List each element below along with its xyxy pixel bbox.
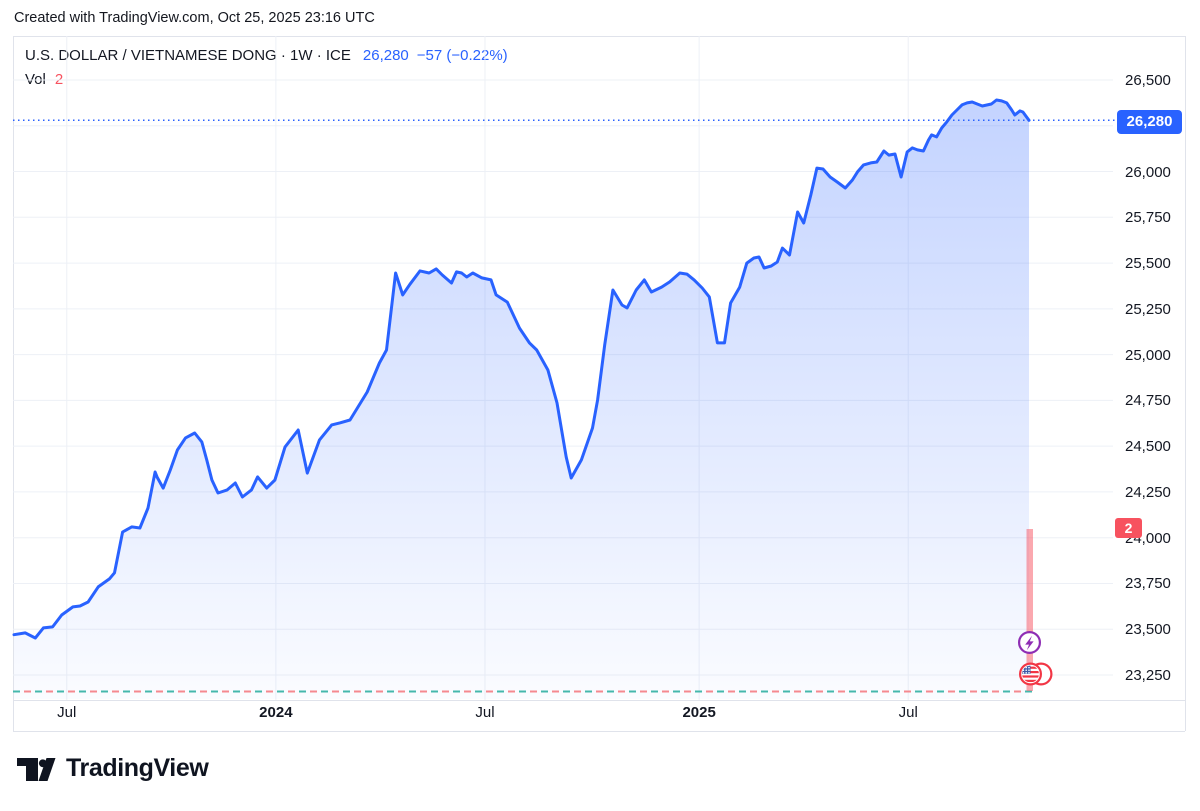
last-price-badge: 26,280 bbox=[1117, 110, 1182, 134]
pane-separator-bottom bbox=[13, 700, 1185, 701]
volume-bar bbox=[1026, 529, 1033, 691]
price-tick-label: 25,250 bbox=[1125, 300, 1171, 318]
price-line bbox=[12, 98, 1031, 640]
price-tick-label: 23,500 bbox=[1125, 621, 1171, 639]
legend-last-price: 26,280 bbox=[362, 47, 409, 64]
lightning-event-icon[interactable] bbox=[1016, 629, 1043, 656]
symbol-title[interactable]: U.S. DOLLAR / VIETNAMESE DONG · 1W · ICE bbox=[25, 47, 351, 64]
created-with-caption: Created with TradingView.com, Oct 25, 20… bbox=[14, 10, 375, 26]
time-tick-label: Jul bbox=[57, 704, 77, 721]
tradingview-logo[interactable]: TradingView bbox=[17, 754, 209, 783]
price-tick-label: 23,750 bbox=[1125, 575, 1171, 593]
time-tick-label: Jul bbox=[898, 704, 918, 721]
price-tick-label: 24,500 bbox=[1125, 438, 1171, 456]
price-tick-label: 24,250 bbox=[1125, 483, 1171, 501]
pane-border-top bbox=[13, 36, 1185, 37]
axis-border-bottom bbox=[13, 731, 1185, 732]
lightning-bolt-glyph bbox=[1025, 635, 1034, 651]
price-tick-label: 26,500 bbox=[1125, 72, 1171, 89]
tradingview-logo-mark bbox=[17, 758, 56, 781]
volume-badge: 2 bbox=[1115, 518, 1142, 538]
price-tick-label: 25,000 bbox=[1125, 346, 1171, 364]
us-flag bbox=[1022, 665, 1039, 683]
price-tick-label: 25,500 bbox=[1125, 255, 1171, 273]
time-tick-label: 2025 bbox=[682, 704, 716, 721]
pane-border-right bbox=[1185, 36, 1186, 731]
area-fill bbox=[14, 100, 1029, 699]
time-tick-label: Jul bbox=[475, 704, 495, 721]
tradingview-wordmark: TradingView bbox=[66, 754, 209, 782]
price-tick-label: 23,250 bbox=[1125, 667, 1171, 684]
us-flag-event-icon[interactable] bbox=[1016, 660, 1054, 688]
pane-border-left bbox=[13, 36, 14, 731]
flag-circle-outline bbox=[1019, 662, 1042, 686]
price-tick-label: 24,750 bbox=[1125, 392, 1171, 410]
price-tick-label: 25,750 bbox=[1125, 209, 1171, 227]
time-tick-label: 2024 bbox=[259, 704, 293, 721]
price-tick-label: 26,000 bbox=[1125, 163, 1171, 181]
